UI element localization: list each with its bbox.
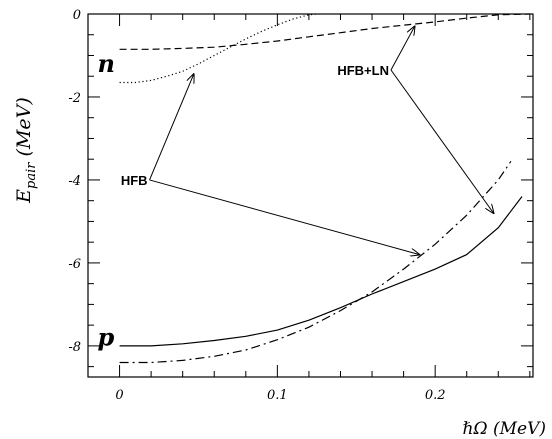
series-line-dashdot [119, 160, 512, 364]
y-tick-label: 0 [73, 8, 81, 23]
y-axis-title-main: E [13, 189, 35, 204]
x-tick-label: 0.2 [425, 388, 446, 403]
annotation-arrows [149, 26, 494, 255]
series-line-dotted [119, 13, 317, 84]
y-axis-title-sub: pair [24, 162, 39, 189]
label-n: n [97, 49, 114, 78]
x-tick-label: 0.1 [267, 388, 288, 403]
series-line-dashed [119, 13, 530, 50]
y-tick-label: -6 [68, 257, 81, 272]
y-tick-label: -8 [68, 340, 81, 355]
plot-frame [87, 13, 534, 378]
y-axis-title-unit: (MeV) [13, 97, 35, 162]
label-p: p [97, 323, 114, 352]
series-line-solid [119, 196, 523, 347]
label-hfb-ln: HFB+LN [337, 63, 389, 78]
annotation-arrow [149, 179, 420, 255]
x-tick-label: 0 [115, 388, 123, 403]
axis-ticks [88, 13, 533, 377]
series-layer [119, 13, 530, 364]
axis-tick-labels: 0 0.1 0.2 0 -2 -4 -6 -8 [68, 8, 445, 403]
annotation-labels: n p HFB HFB+LN [97, 49, 389, 352]
y-tick-label: -2 [68, 91, 81, 106]
x-axis-title: ℏΩ (MeV) [463, 419, 546, 439]
annotation-arrow [149, 74, 194, 181]
annotation-arrow [390, 26, 415, 71]
label-hfb: HFB [121, 173, 148, 188]
y-tick-label: -4 [68, 174, 81, 189]
y-axis-title: Epair (MeV) [13, 97, 39, 204]
annotation-arrow [390, 69, 494, 213]
